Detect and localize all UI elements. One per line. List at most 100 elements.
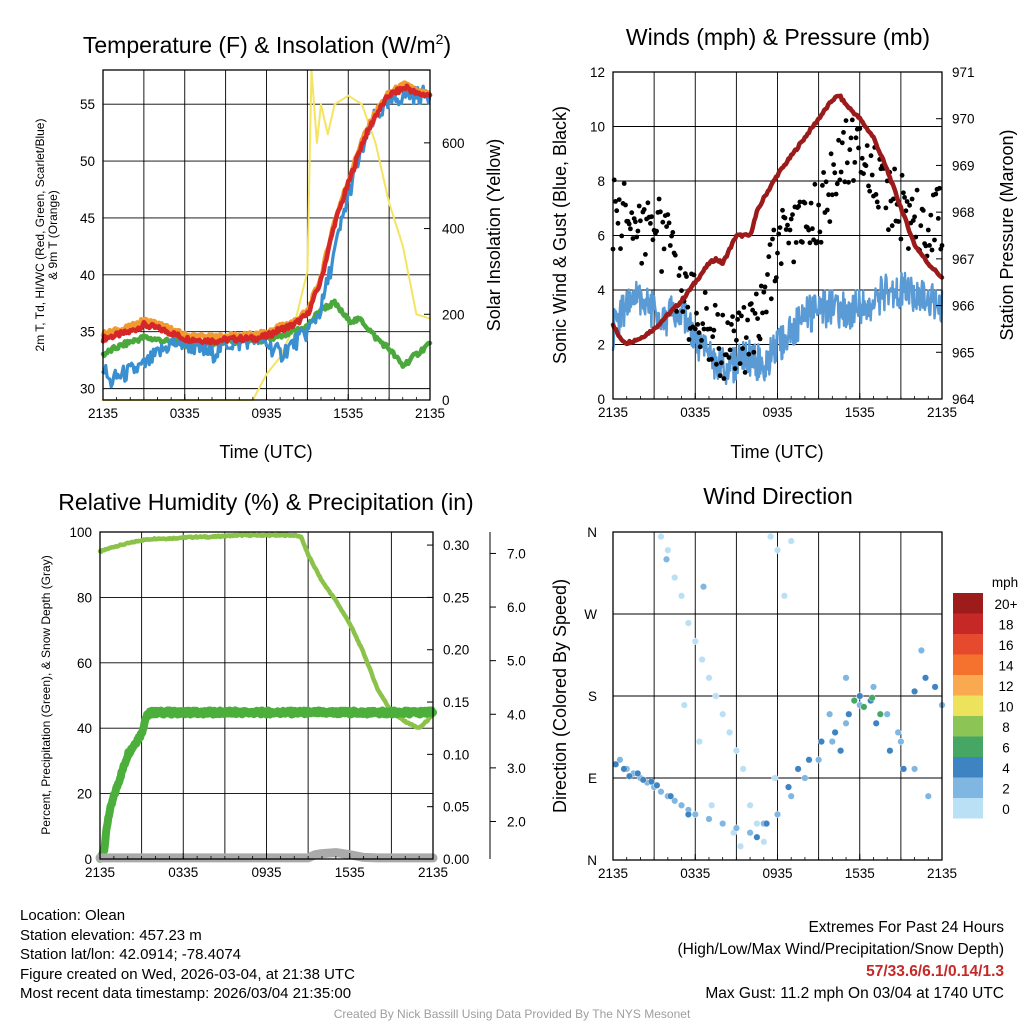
wind-direction-point [657,533,665,541]
gust-point [619,233,625,239]
colorbar-level-label: 14 [998,659,1014,674]
gust-point [851,178,856,183]
gust-point [667,243,673,248]
gust-point [633,219,638,225]
gust-point [831,162,836,168]
gust-point [679,288,684,293]
gust-point [746,351,752,357]
gust-point [734,337,739,343]
wind-ytick-right-label: 971 [952,65,975,80]
colorbar-swatch [953,757,983,778]
max-gust-text: Max Gust: 11.2 mph On 03/04 at 1740 UTC [705,985,1004,1002]
gust-point [891,196,896,202]
wind-direction-point [620,765,628,773]
gust-point [765,272,770,277]
gust-point [616,197,622,203]
wind-ytick-label: 12 [590,65,605,80]
gust-point [741,305,747,310]
colorbar-level-label: 10 [998,700,1013,715]
gust-point [691,272,697,278]
wind-direction-point [845,710,853,718]
temp-ylabel-line1: 2m T, Td, HI/WC (Red, Green, Scarlet/Blu… [33,119,47,352]
dir-xtick-label: 2135 [927,866,957,881]
wind-direction-point [856,692,864,700]
gust-point [757,336,763,342]
gust-point [618,246,623,252]
wind-direction-point [653,781,661,789]
wind-ytick-right-label: 969 [952,158,975,173]
gust-point [807,240,813,246]
colorbar-swatch [953,593,983,614]
temp-series [100,69,433,401]
wind-ylabel: Sonic Wind & Gust (Blue, Black) [550,106,570,364]
wind-direction-point [634,769,642,777]
wind-direction-point [746,801,754,809]
gust-point [670,230,676,235]
gust-point [796,203,802,209]
wind-direction-point [774,546,782,554]
gust-point [766,254,772,260]
gust-point [664,224,669,230]
temp-ytick-right-label: 200 [442,307,465,322]
wind-direction-point [785,783,793,791]
gust-point [867,188,873,194]
gust-point [883,205,889,211]
gust-point [786,240,792,246]
gust-point [699,338,704,343]
temp-ytick-right-label: 600 [442,136,465,151]
temp-ticks: 2135 0335 0935 1535 2135 30 35 40 45 50 55 0 200 400 6… [80,97,465,421]
wind-direction-point [815,756,823,764]
temp-xtick-label: 2135 [415,406,445,421]
rh-ytick-snow-label: 3.0 [507,761,526,776]
gust-point [808,200,814,206]
gust-point [937,185,942,191]
gust-point [659,269,664,274]
gust-point [776,231,782,237]
gust-point [827,219,833,225]
rh-ytick-snow-label: 2.0 [507,814,526,829]
gust-point [686,337,692,342]
gust-point [696,330,702,336]
wind-direction-point [639,776,647,784]
wind-direction-point [876,710,884,718]
wind-direction-point [667,792,675,800]
gust-point [732,366,738,371]
colorbar-swatch [953,736,983,757]
gust-point [697,344,703,350]
gust-point [815,239,820,245]
wind-ytick-right-label: 967 [952,252,975,267]
temp-ytick-label: 40 [80,268,95,283]
credit-text: Created By Nick Bassill Using Data Provi… [333,1007,691,1021]
gust-point [928,212,934,218]
gust-point [782,215,788,221]
dir-panel: Wind Direction 2135 0335 0935 1535 2135NESWN… [550,483,1018,881]
gust-point [918,223,924,229]
gust-point [839,140,845,146]
gust-point [818,239,824,245]
wind-ytick-right-label: 964 [952,392,975,407]
gust-point [661,246,667,252]
gust-point [700,321,706,327]
gust-point [849,117,855,123]
gust-point [904,199,910,204]
wind-direction-point [911,687,919,695]
rh-ytick-label: 60 [77,656,92,671]
wind-direction-point [753,833,761,841]
wind-direction-point [900,765,908,773]
created-text: Figure created on Wed, 2026-03-04, at 21… [20,965,355,983]
gust-point [615,220,621,226]
wind-direction-point [842,674,850,682]
wind-direction-point [708,801,716,809]
gust-point [715,312,721,317]
gust-point [720,312,726,318]
gust-point [806,227,812,233]
gust-point [725,320,731,326]
gust-point [811,237,816,243]
gust-point [824,207,830,213]
gust-point [797,199,803,205]
wind-frame [612,71,943,400]
gust-point [729,322,734,327]
gust-point [660,219,666,225]
wind-ytick-right-label: 966 [952,299,975,314]
wind-direction-point [719,710,727,718]
